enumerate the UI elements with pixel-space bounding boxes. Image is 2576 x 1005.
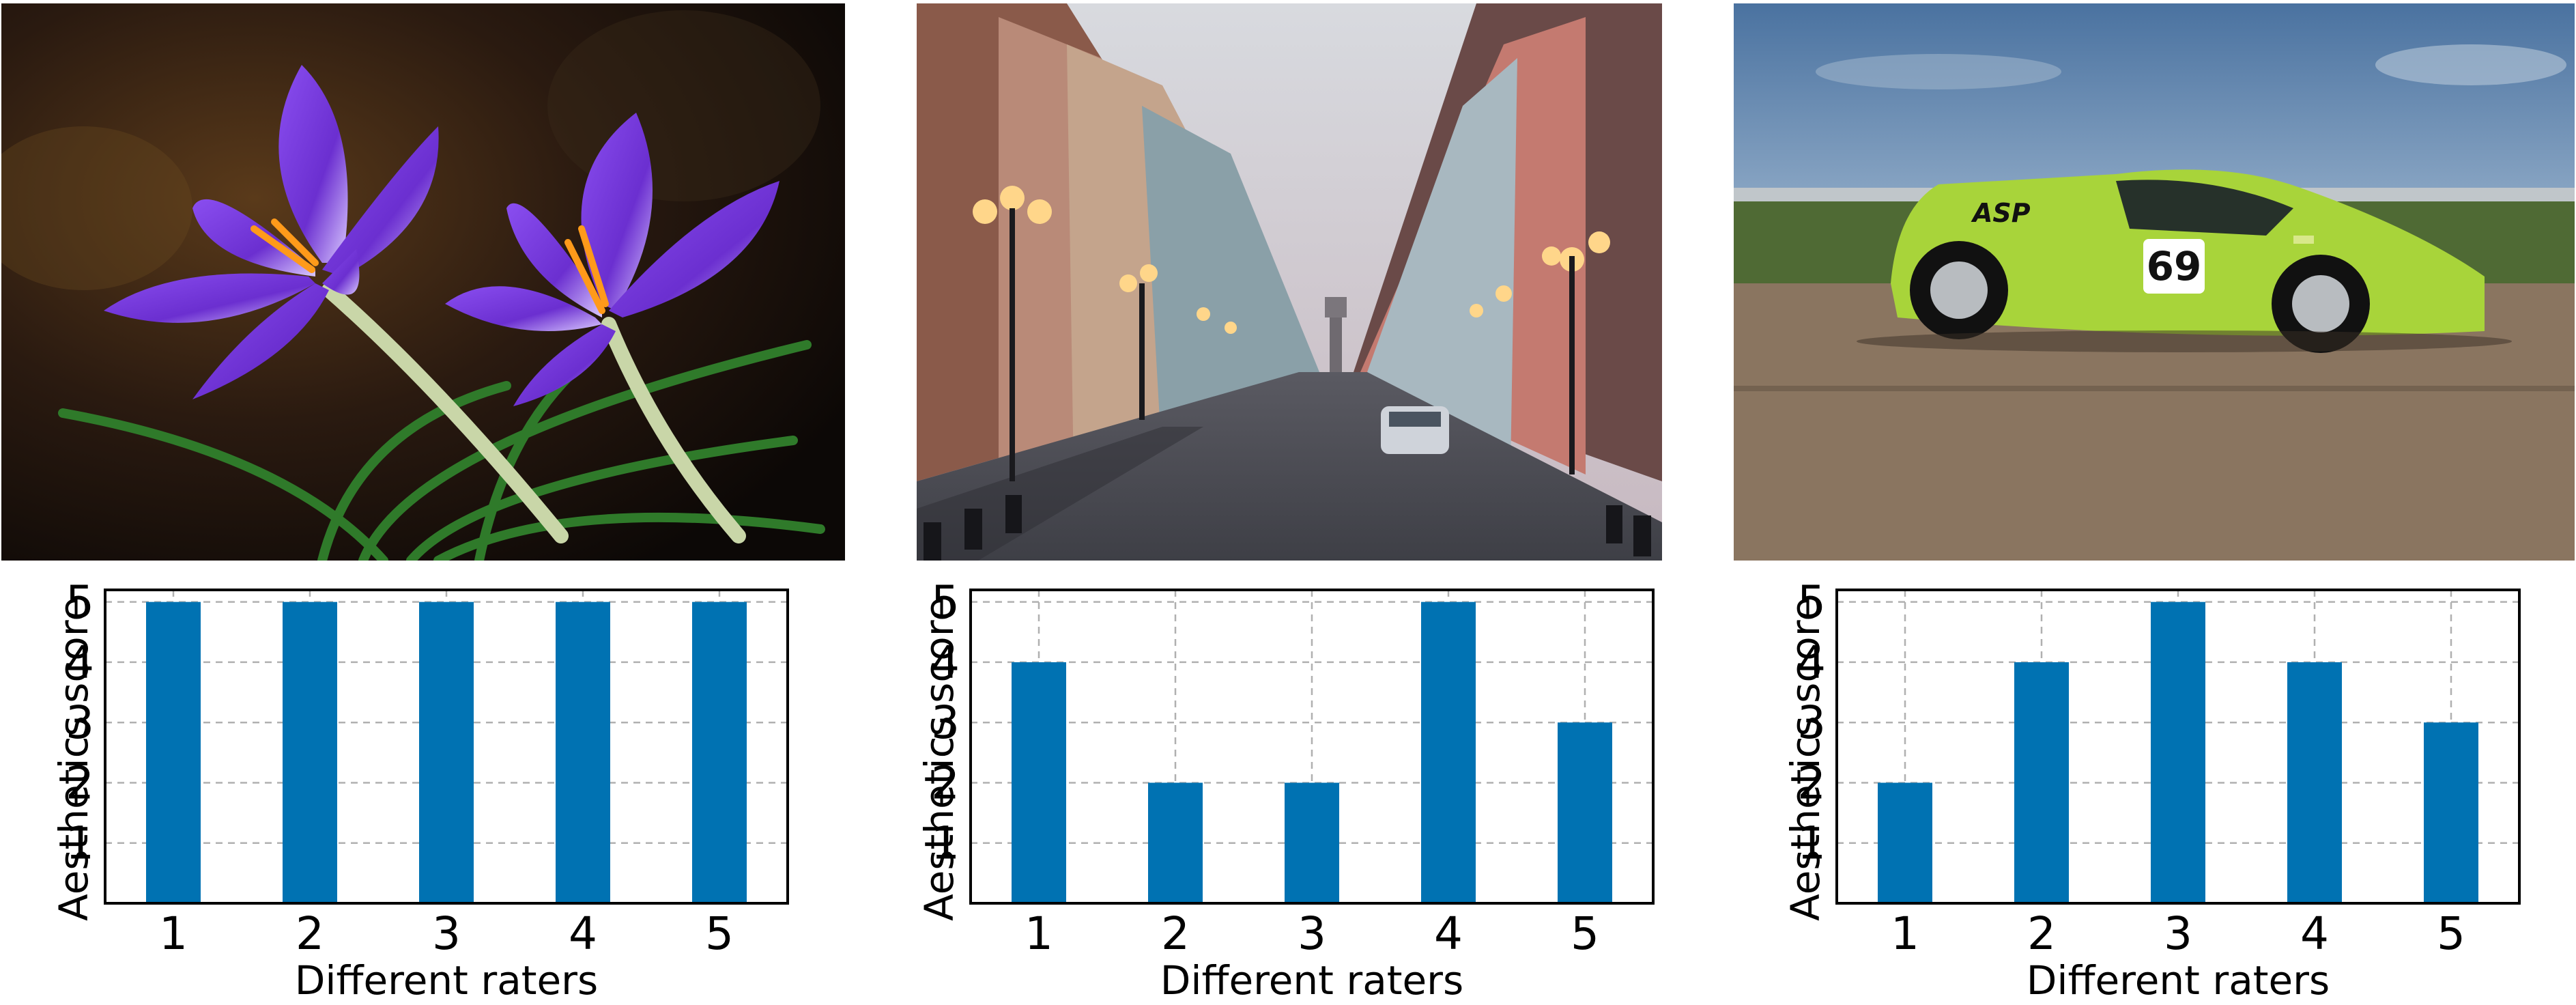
y-tick-label: 2 bbox=[931, 756, 960, 809]
x-tick-label: 3 bbox=[432, 907, 461, 960]
y-tick-label: 4 bbox=[931, 636, 960, 689]
bar-rater-2 bbox=[283, 601, 337, 903]
crocus-flowers-photo bbox=[1, 3, 845, 561]
bar-rater-1 bbox=[146, 601, 201, 903]
y-tick-label: 2 bbox=[66, 756, 94, 809]
y-tick-label: 5 bbox=[66, 576, 94, 629]
y-tick-label: 5 bbox=[931, 576, 960, 629]
x-tick-label: 5 bbox=[2437, 907, 2465, 960]
x-axis-title: Different raters bbox=[2027, 957, 2330, 1004]
y-tick-label: 2 bbox=[1797, 756, 1826, 809]
x-axis-title: Different raters bbox=[295, 957, 599, 1004]
y-tick-label: 3 bbox=[1797, 696, 1826, 749]
bar-rater-5 bbox=[692, 601, 747, 903]
y-tick-label: 1 bbox=[931, 817, 960, 870]
aesthetics-bar-chart-3: 1 2 3 4 5 1 2 3 4 5 Different raters Aesthetics sco… bbox=[1732, 567, 2575, 1005]
y-tick-label: 5 bbox=[1797, 576, 1826, 629]
x-tick-label: 2 bbox=[2027, 907, 2056, 960]
y-tick-label: 3 bbox=[66, 696, 94, 749]
y-tick-label: 4 bbox=[1797, 636, 1826, 689]
bar-rater-5 bbox=[2424, 722, 2478, 903]
x-tick-label: 4 bbox=[569, 907, 597, 960]
race-car-photo: 69 ASP bbox=[1734, 3, 2575, 561]
plot-frame bbox=[1835, 589, 2521, 905]
x-tick-label: 4 bbox=[2300, 907, 2329, 960]
x-tick-label: 2 bbox=[296, 907, 324, 960]
bar-rater-5 bbox=[1558, 722, 1612, 903]
aesthetics-bar-chart-2: 1 2 3 4 5 1 2 3 4 5 Different raters Aesthetics sco… bbox=[865, 567, 1709, 1005]
bar-rater-4 bbox=[556, 601, 610, 903]
x-tick-label: 3 bbox=[2164, 907, 2192, 960]
y-tick-label: 1 bbox=[66, 817, 94, 870]
x-tick-label: 4 bbox=[1434, 907, 1463, 960]
bar-rater-1 bbox=[1878, 782, 1932, 903]
bar-rater-3 bbox=[419, 601, 474, 903]
aesthetics-bar-chart-1: 1 2 3 4 5 1 2 3 4 5 Different raters Aesthetics sco… bbox=[0, 567, 844, 1005]
car-number-text: 69 bbox=[2147, 243, 2202, 289]
y-tick-label: 3 bbox=[931, 696, 960, 749]
x-tick-label: 2 bbox=[1161, 907, 1190, 960]
city-street-photo bbox=[917, 3, 1662, 561]
y-axis-title: Aesthetics score bbox=[916, 597, 962, 921]
x-tick-label: 1 bbox=[159, 907, 188, 960]
car-lettering-text: ASP bbox=[1971, 198, 2031, 228]
bar-rater-4 bbox=[1421, 601, 1476, 903]
y-axis-title: Aesthetics score bbox=[51, 597, 97, 921]
x-tick-label: 3 bbox=[1298, 907, 1326, 960]
bar-rater-4 bbox=[2287, 662, 2342, 903]
plot-frame bbox=[969, 589, 1655, 905]
x-tick-label: 1 bbox=[1025, 907, 1053, 960]
y-tick-label: 4 bbox=[66, 636, 94, 689]
y-tick-label: 1 bbox=[1797, 817, 1826, 870]
bar-rater-1 bbox=[1012, 662, 1066, 903]
bar-rater-3 bbox=[1285, 782, 1339, 903]
bar-rater-3 bbox=[2151, 601, 2205, 903]
x-tick-label: 1 bbox=[1891, 907, 1919, 960]
x-axis-title: Different raters bbox=[1160, 957, 1464, 1004]
bar-rater-2 bbox=[2014, 662, 2069, 903]
plot-frame bbox=[104, 589, 789, 905]
x-tick-label: 5 bbox=[705, 907, 734, 960]
x-tick-label: 5 bbox=[1571, 907, 1599, 960]
y-axis-title: Aesthetics score bbox=[1782, 597, 1829, 921]
bar-rater-2 bbox=[1148, 782, 1203, 903]
